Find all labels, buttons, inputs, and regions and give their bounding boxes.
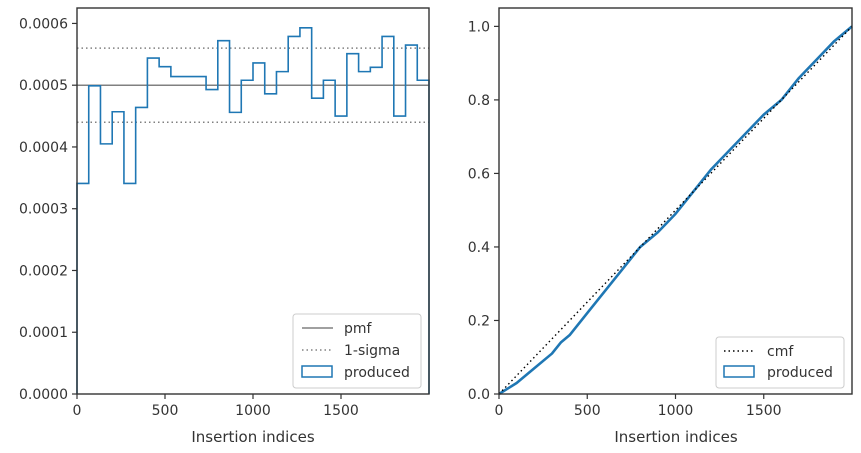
right-xtick-label: 1500 <box>746 403 782 419</box>
left-plot-frame <box>76 7 430 395</box>
histogram-bin-8 <box>171 77 183 394</box>
left-xtick-label: 1500 <box>323 403 359 419</box>
right-ytick-label: 0.0 <box>468 387 490 403</box>
left-xtick-label: 0 <box>73 403 82 419</box>
histogram-bin-1 <box>89 86 101 394</box>
histogram-bin-0 <box>77 183 89 394</box>
histogram-bin-14 <box>241 80 253 394</box>
legend-produced-cmf-swatch <box>723 365 755 378</box>
left-ytick-label: 0.0002 <box>19 263 68 279</box>
right-line-marks <box>498 25 853 396</box>
right-xtick-label: 0 <box>495 403 504 419</box>
histogram-bin-9 <box>183 77 195 394</box>
legend-cmf-label: cmf <box>767 344 794 360</box>
histogram-bin-4 <box>124 183 136 394</box>
legend-pmf-label: pmf <box>344 321 373 337</box>
legend-produced-label: produced <box>344 365 410 381</box>
histogram-bin-10 <box>194 77 206 394</box>
left-histogram-marks <box>76 26 430 394</box>
right-plot-frame <box>498 7 853 395</box>
right-y-ticks: 0.0 0.2 0.4 0.6 0.8 1.0 <box>468 19 499 403</box>
right-ytick-label: 0.4 <box>468 240 490 256</box>
histogram-bin-2 <box>100 144 112 394</box>
left-ytick-label: 0.0003 <box>19 202 68 218</box>
pmf-histogram-panel: 0.0000 0.0001 0.0002 0.0003 0.0004 0.0005 0.00… <box>19 7 430 446</box>
cmf-panel: 0.0 0.2 0.4 0.6 0.8 1.0 0 500 1000 1500 Insertio… <box>468 7 853 446</box>
histogram-bin-12 <box>218 41 230 394</box>
legend-produced-swatch <box>301 365 333 378</box>
left-ytick-label: 0.0001 <box>19 325 68 341</box>
right-ytick-label: 0.2 <box>468 313 490 329</box>
left-x-axis-label: Insertion indices <box>191 428 314 446</box>
right-x-ticks: 0 500 1000 1500 <box>495 394 782 419</box>
right-ytick-label: 0.6 <box>468 166 490 182</box>
histogram-bin-17 <box>276 72 288 394</box>
legend-sigma-label: 1-sigma <box>344 343 400 359</box>
left-ytick-label: 0.0000 <box>19 387 68 403</box>
histogram-bin-11 <box>206 90 218 394</box>
right-ytick-label: 1.0 <box>468 19 490 35</box>
right-x-axis-label: Insertion indices <box>614 428 737 446</box>
histogram-bin-15 <box>253 63 265 394</box>
left-ytick-label: 0.0005 <box>19 78 68 94</box>
left-ytick-label: 0.0004 <box>19 140 68 156</box>
histogram-bin-16 <box>265 94 277 394</box>
produced-histogram-step <box>76 26 430 394</box>
right-xtick-label: 1000 <box>658 403 694 419</box>
right-legend: cmf produced <box>715 336 845 389</box>
legend-produced-cmf-label: produced <box>767 365 833 381</box>
right-legend-box <box>715 336 845 389</box>
left-x-ticks: 0 500 1000 1500 <box>73 394 359 419</box>
histogram-bin-5 <box>136 107 148 394</box>
left-xtick-label: 1000 <box>235 403 271 419</box>
histogram-bin-7 <box>159 67 171 394</box>
left-ytick-label: 0.0006 <box>19 16 68 32</box>
histogram-bin-6 <box>147 58 159 394</box>
left-y-ticks: 0.0000 0.0001 0.0002 0.0003 0.0004 0.0005 0.00… <box>19 16 77 403</box>
right-xtick-label: 500 <box>574 403 601 419</box>
left-legend-box <box>292 313 422 389</box>
right-ytick-label: 0.8 <box>468 93 490 109</box>
produced-cumulative-line <box>498 25 853 396</box>
histogram-bin-3 <box>112 112 124 394</box>
histogram-bin-13 <box>230 112 242 394</box>
left-xtick-label: 500 <box>152 403 179 419</box>
left-ref-lines <box>77 47 429 124</box>
left-legend: pmf 1-sigma produced <box>292 313 422 389</box>
